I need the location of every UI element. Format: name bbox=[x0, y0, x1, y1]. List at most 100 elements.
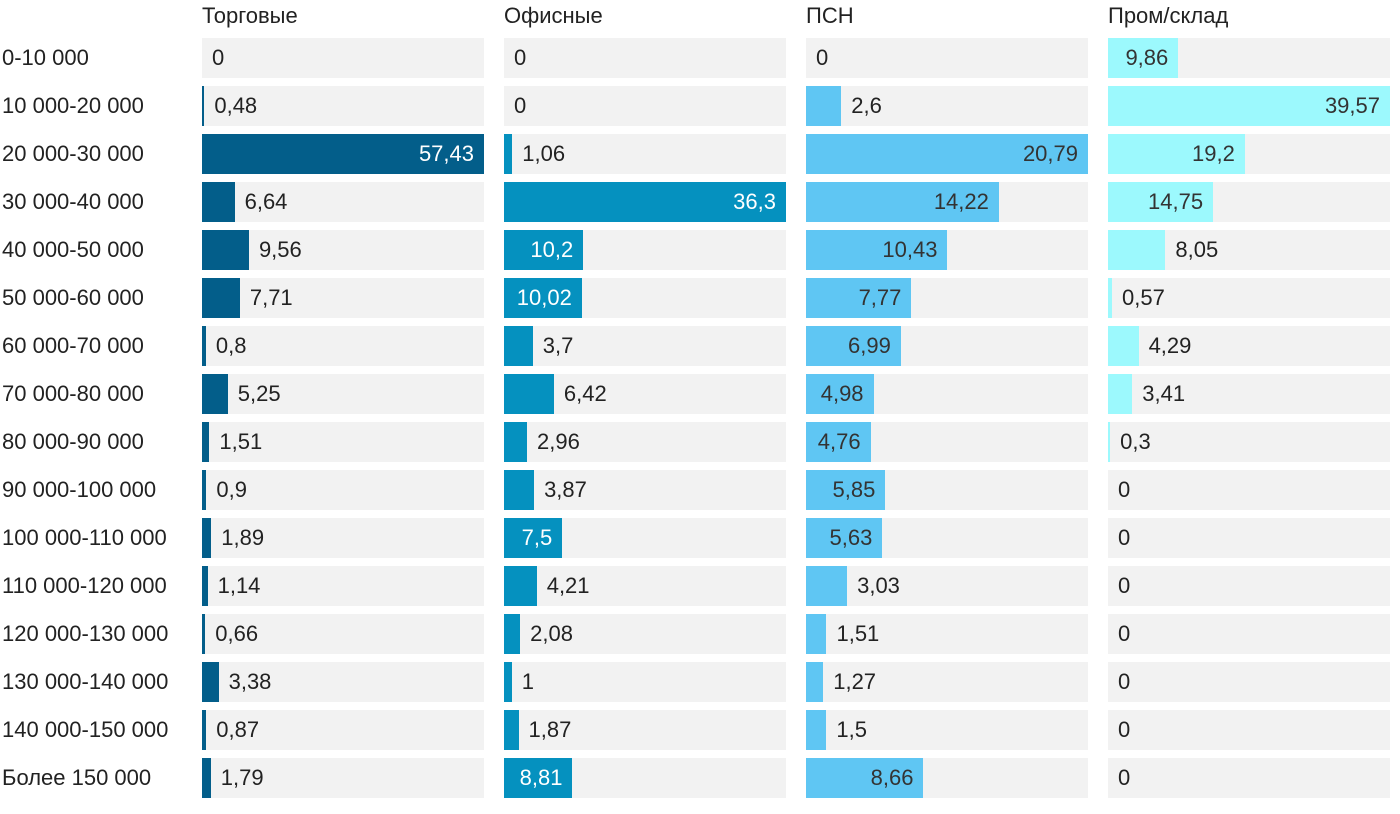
bar-track: 20,79 bbox=[806, 134, 1088, 174]
bar-track: 9,86 bbox=[1108, 38, 1390, 78]
bar-track: 0 bbox=[806, 38, 1088, 78]
bar-track: 0 bbox=[1108, 662, 1390, 702]
bar bbox=[504, 758, 573, 798]
bar bbox=[504, 662, 512, 702]
bar bbox=[1108, 38, 1179, 78]
data-label: 10,43 bbox=[882, 237, 938, 262]
row-label: 100 000-110 000 bbox=[2, 525, 167, 550]
data-label: 0,3 bbox=[1120, 429, 1151, 454]
bar bbox=[806, 278, 912, 318]
bar-track: 0 bbox=[202, 38, 484, 78]
bar-track: 4,21 bbox=[504, 566, 786, 606]
bar-track: 0,48 bbox=[202, 86, 484, 126]
row-label: 90 000-100 000 bbox=[2, 477, 157, 502]
bar bbox=[806, 662, 824, 702]
data-label: 7,77 bbox=[858, 285, 902, 310]
bar bbox=[202, 374, 228, 414]
bar-track: 1,5 bbox=[806, 710, 1088, 750]
bar bbox=[1108, 278, 1113, 318]
row-label: 120 000-130 000 bbox=[2, 621, 169, 646]
bar bbox=[202, 278, 240, 318]
row-label: 20 000-30 000 bbox=[2, 141, 144, 166]
bar-track: 7,77 bbox=[806, 278, 1088, 318]
bar-track: 5,63 bbox=[806, 518, 1088, 558]
data-label: 0 bbox=[1118, 477, 1131, 502]
bar bbox=[202, 758, 211, 798]
bar-track: 3,41 bbox=[1108, 374, 1390, 414]
bar bbox=[202, 230, 249, 270]
data-label: 5,85 bbox=[832, 477, 876, 502]
bar-track: 5,85 bbox=[806, 470, 1088, 510]
bar bbox=[202, 662, 219, 702]
data-label: 4,98 bbox=[820, 381, 864, 406]
data-label: 1,87 bbox=[528, 717, 572, 742]
bar-track: 0 bbox=[1108, 710, 1390, 750]
bar-track: 0 bbox=[1108, 518, 1390, 558]
bar-track: 6,42 bbox=[504, 374, 786, 414]
data-label: 0 bbox=[212, 45, 225, 70]
bar-track: 1,51 bbox=[202, 422, 484, 462]
bar bbox=[202, 566, 208, 606]
bar-track: 4,29 bbox=[1108, 326, 1390, 366]
data-label: 4,76 bbox=[817, 429, 861, 454]
data-label: 14,22 bbox=[933, 189, 989, 214]
bar-track: 0,9 bbox=[202, 470, 484, 510]
data-label: 3,03 bbox=[857, 573, 900, 598]
data-label: 6,64 bbox=[244, 189, 288, 214]
bar bbox=[806, 710, 827, 750]
bar bbox=[1108, 374, 1133, 414]
bar-track: 1,06 bbox=[504, 134, 786, 174]
data-label: 1,51 bbox=[836, 621, 880, 646]
data-label: 1,27 bbox=[833, 669, 877, 694]
bar-track: 9,56 bbox=[202, 230, 484, 270]
data-label: 0 bbox=[514, 93, 527, 118]
bar bbox=[504, 422, 527, 462]
bar-track: 0 bbox=[1108, 758, 1390, 798]
bar bbox=[1108, 326, 1139, 366]
bar-track: 0 bbox=[1108, 614, 1390, 654]
bar-track: 8,05 bbox=[1108, 230, 1390, 270]
data-label: 19,2 bbox=[1192, 141, 1235, 166]
data-label: 10,02 bbox=[516, 285, 572, 310]
row-label: 30 000-40 000 bbox=[2, 189, 144, 214]
data-label: 1,51 bbox=[219, 429, 263, 454]
data-label: 4,29 bbox=[1148, 333, 1192, 358]
data-label: 0,66 bbox=[215, 621, 259, 646]
bar bbox=[806, 566, 848, 606]
bar bbox=[202, 182, 235, 222]
bar bbox=[806, 470, 886, 510]
data-label: 0 bbox=[514, 45, 527, 70]
data-label: 3,7 bbox=[542, 333, 574, 358]
bar-track: 0 bbox=[1108, 566, 1390, 606]
data-label: 1,06 bbox=[522, 141, 566, 166]
data-label: 2,08 bbox=[530, 621, 573, 646]
bar-track: 57,43 bbox=[202, 134, 484, 174]
bar bbox=[1108, 134, 1245, 174]
bar-track: 2,6 bbox=[806, 86, 1088, 126]
bar bbox=[806, 134, 1088, 174]
row-label: 80 000-90 000 bbox=[2, 429, 144, 454]
bar bbox=[202, 518, 212, 558]
bar bbox=[806, 422, 871, 462]
data-label: 1,5 bbox=[836, 717, 867, 742]
bar bbox=[504, 518, 563, 558]
data-label: 0 bbox=[1118, 765, 1131, 790]
data-label: 7,5 bbox=[521, 525, 553, 550]
row-label: 0-10 000 bbox=[2, 45, 89, 70]
bar bbox=[202, 614, 206, 654]
data-label: 7,71 bbox=[249, 285, 293, 310]
bar bbox=[806, 518, 883, 558]
panel-title: Пром/склад bbox=[1108, 3, 1229, 28]
bar bbox=[1108, 86, 1390, 126]
bar-track: 8,66 bbox=[806, 758, 1088, 798]
data-label: 0 bbox=[1118, 573, 1131, 598]
row-label: 130 000-140 000 bbox=[2, 669, 169, 694]
bar-track: 10,2 bbox=[504, 230, 786, 270]
bar-track: 0,3 bbox=[1108, 422, 1390, 462]
bar-track: 39,57 bbox=[1108, 86, 1390, 126]
bar bbox=[202, 86, 205, 126]
row-label: 110 000-120 000 bbox=[2, 573, 167, 598]
bar-track: 3,87 bbox=[504, 470, 786, 510]
bar-track: 0,87 bbox=[202, 710, 484, 750]
data-label: 2,96 bbox=[536, 429, 580, 454]
